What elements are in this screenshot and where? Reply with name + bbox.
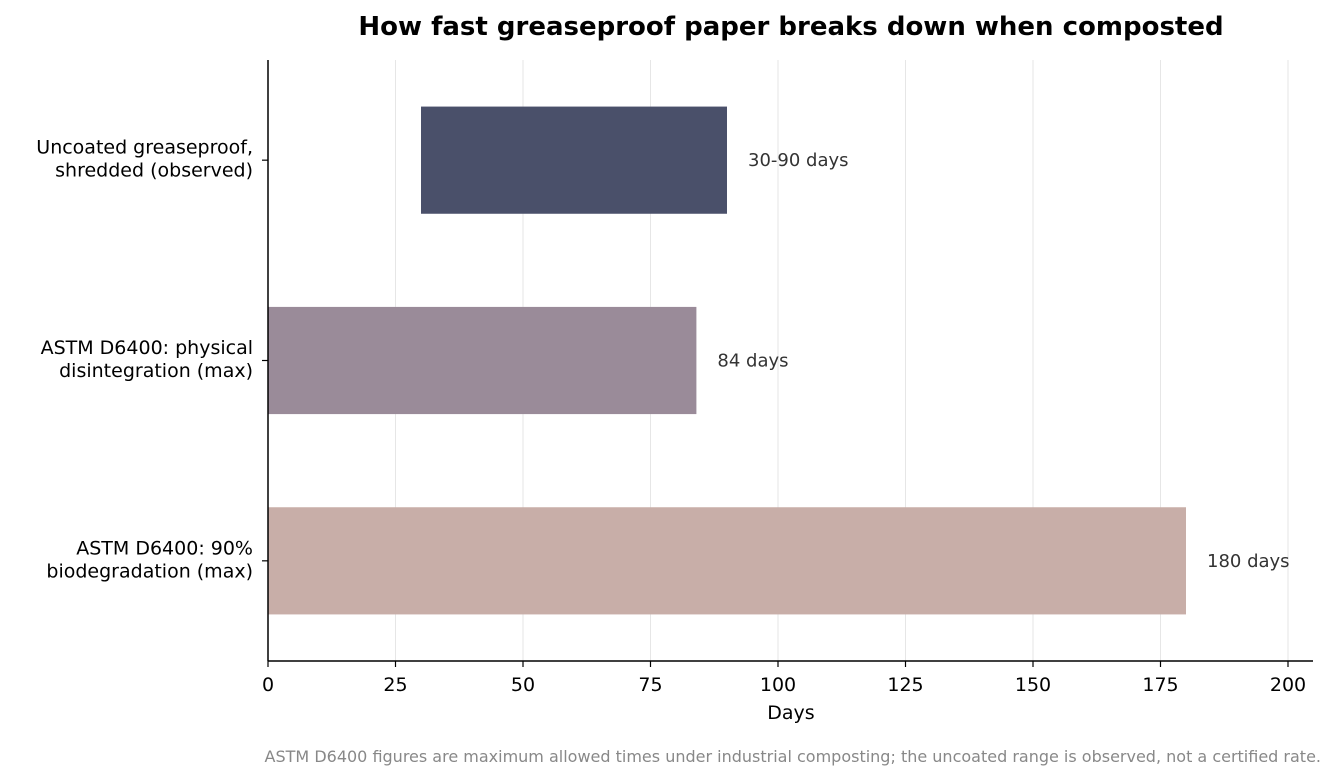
bar bbox=[268, 306, 697, 415]
y-tick-label-line: biodegradation (max) bbox=[46, 560, 253, 582]
bar bbox=[268, 507, 1186, 615]
y-tick-label: ASTM D6400: physical disintegration (max) bbox=[41, 337, 253, 382]
data-labels: 30-90 days 84 days 180 days bbox=[717, 150, 1289, 572]
x-axis-label: Days bbox=[767, 702, 814, 724]
x-tick-label: 0 bbox=[262, 674, 274, 696]
x-tick-label: 25 bbox=[383, 674, 407, 696]
y-tick-label-line: ASTM D6400: 90% bbox=[76, 537, 253, 559]
y-tick-label: ASTM D6400: 90% biodegradation (max) bbox=[46, 537, 253, 582]
y-tick-label-line: shredded (observed) bbox=[55, 160, 253, 182]
bar-value-label: 180 days bbox=[1207, 551, 1290, 572]
y-tick-label-line: ASTM D6400: physical bbox=[41, 337, 253, 359]
y-tick-label-line: Uncoated greaseproof, bbox=[36, 137, 253, 159]
chart-title: How fast greaseproof paper breaks down w… bbox=[358, 12, 1223, 42]
x-tick-label: 75 bbox=[638, 674, 662, 696]
x-tick-label: 200 bbox=[1270, 674, 1306, 696]
y-tick-label: Uncoated greaseproof, shredded (observed) bbox=[36, 137, 253, 182]
x-tick-label: 100 bbox=[760, 674, 796, 696]
bar-value-label: 84 days bbox=[717, 351, 788, 372]
x-tick-label: 175 bbox=[1142, 674, 1178, 696]
bar bbox=[421, 106, 727, 214]
y-tick-label-line: disintegration (max) bbox=[59, 360, 253, 382]
y-ticks: Uncoated greaseproof, shredded (observed)… bbox=[36, 137, 268, 582]
x-tick-label: 50 bbox=[511, 674, 535, 696]
footnote: ASTM D6400 figures are maximum allowed t… bbox=[265, 747, 1321, 766]
x-tick-label: 125 bbox=[887, 674, 923, 696]
bar-value-label: 30-90 days bbox=[748, 150, 849, 171]
x-tick-label: 150 bbox=[1015, 674, 1051, 696]
bars bbox=[268, 106, 1186, 615]
x-ticks: 0 25 50 75 100 125 150 175 200 bbox=[262, 661, 1306, 696]
